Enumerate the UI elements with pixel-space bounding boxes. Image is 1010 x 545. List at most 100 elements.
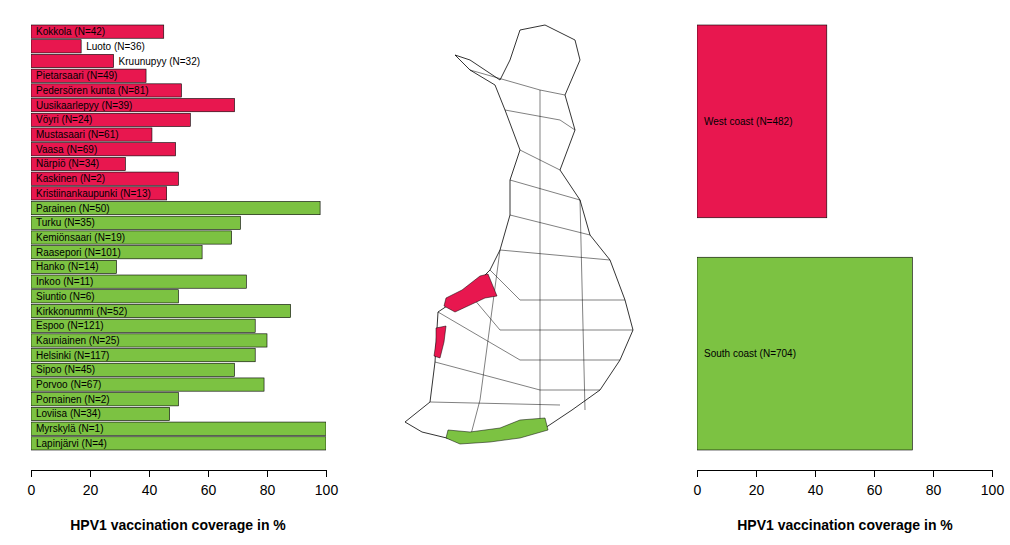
tick: 60	[867, 470, 883, 498]
bar	[31, 143, 176, 156]
bar	[31, 231, 232, 244]
bar	[31, 84, 181, 97]
bar	[31, 40, 81, 53]
category-label: Parainen (N=50)	[36, 203, 110, 214]
category-label: Kristiinankaupunki (N=13)	[36, 188, 151, 199]
category-label: Uusikaarlepyy (N=39)	[36, 100, 132, 111]
tick: 60	[201, 470, 217, 498]
bar	[31, 290, 179, 303]
bars	[31, 25, 326, 450]
bar	[31, 393, 179, 406]
tick-label: 40	[808, 482, 824, 498]
tick-label: 0	[28, 482, 36, 498]
category-label: Vöyri (N=24)	[36, 114, 92, 125]
x-axis-title: HPV1 vaccination coverage in %	[737, 517, 953, 533]
tick: 0	[694, 470, 702, 498]
bar	[31, 201, 320, 214]
category-label: Närpiö (N=34)	[36, 158, 99, 169]
bar	[31, 304, 291, 317]
category-label: Pedersören kunta (N=81)	[36, 85, 149, 96]
bar	[31, 54, 114, 67]
tick-label: 0	[694, 482, 702, 498]
map-region-west	[434, 326, 446, 358]
tick-mark	[992, 470, 993, 477]
category-label: Kemiönsaari (N=19)	[36, 232, 125, 243]
tick-mark	[31, 470, 32, 477]
tick: 100	[981, 470, 1005, 498]
x-axis: 020406080100	[694, 470, 1005, 498]
category-label: Porvoo (N=67)	[36, 379, 101, 390]
category-label: Mustasaari (N=61)	[36, 129, 119, 140]
tick-mark	[326, 470, 327, 477]
bar	[31, 275, 246, 288]
bar	[31, 246, 202, 259]
category-label: Vaasa (N=69)	[36, 144, 97, 155]
tick-mark	[756, 470, 757, 477]
bar	[31, 378, 264, 391]
bar-labels: West coast (N=482) South coast (N=704)	[704, 116, 796, 359]
map-border	[435, 362, 600, 390]
tick-mark	[815, 470, 816, 477]
category-label: Espoo (N=121)	[36, 320, 104, 331]
map-border	[580, 200, 585, 410]
bars	[697, 25, 912, 450]
bar	[31, 187, 167, 200]
map-outline	[405, 25, 633, 440]
bar	[31, 407, 170, 420]
bar	[31, 128, 152, 141]
bar	[31, 437, 326, 450]
tick: 100	[315, 470, 339, 498]
bar	[697, 25, 827, 218]
tick-label: 60	[201, 482, 217, 498]
tick-mark	[697, 470, 698, 477]
bar	[31, 422, 326, 435]
bar	[31, 363, 235, 376]
category-label: Kirkkonummi (N=52)	[36, 306, 127, 317]
axis-line	[698, 470, 993, 471]
category-label: Siuntio (N=6)	[36, 291, 95, 302]
tick: 40	[142, 470, 158, 498]
bar	[31, 69, 146, 82]
tick-label: 20	[83, 482, 99, 498]
category-label: Myrskylä (N=1)	[36, 423, 104, 434]
map-border	[430, 402, 560, 405]
category-label: South coast (N=704)	[704, 348, 796, 359]
category-label: Pornainen (N=2)	[36, 394, 110, 405]
tick-mark	[149, 470, 150, 477]
category-label: Kokkola (N=42)	[36, 26, 105, 37]
map-region-south	[446, 418, 548, 444]
bar	[31, 25, 164, 38]
tick-mark	[208, 470, 209, 477]
map-border	[438, 312, 620, 360]
tick: 0	[28, 470, 36, 498]
tick-label: 100	[315, 482, 339, 498]
x-axis: 020406080100	[28, 470, 339, 498]
category-label: Sipoo (N=45)	[36, 364, 95, 375]
category-label: Luoto (N=36)	[86, 41, 145, 52]
bar	[31, 99, 235, 112]
map-border	[490, 270, 625, 300]
tick-mark	[90, 470, 91, 477]
tick-mark	[267, 470, 268, 477]
tick-label: 100	[981, 482, 1005, 498]
category-label: Lapinjärvi (N=4)	[36, 438, 107, 449]
category-label: Turku (N=35)	[36, 217, 95, 228]
category-label: Kauniainen (N=25)	[36, 335, 120, 346]
category-label: West coast (N=482)	[704, 116, 792, 127]
tick-label: 80	[926, 482, 942, 498]
figure: Kokkola (N=42) Luoto (N=36) Kruunupyy (N=3…	[0, 0, 1010, 545]
bar	[31, 334, 267, 347]
map-region-west	[444, 274, 497, 312]
x-axis-title: HPV1 vaccination coverage in %	[70, 517, 286, 533]
bar	[31, 216, 240, 229]
category-label: Raasepori (N=101)	[36, 247, 121, 258]
bar	[697, 257, 912, 450]
map-border	[500, 250, 610, 260]
bar	[31, 260, 117, 273]
chart: Kokkola (N=42) Luoto (N=36) Kruunupyy (N=3…	[28, 25, 339, 533]
map-border	[540, 90, 541, 430]
bar	[31, 349, 255, 362]
category-label: Kruunupyy (N=32)	[119, 56, 200, 67]
map-border	[470, 70, 565, 95]
category-label: Kaskinen (N=2)	[36, 173, 105, 184]
